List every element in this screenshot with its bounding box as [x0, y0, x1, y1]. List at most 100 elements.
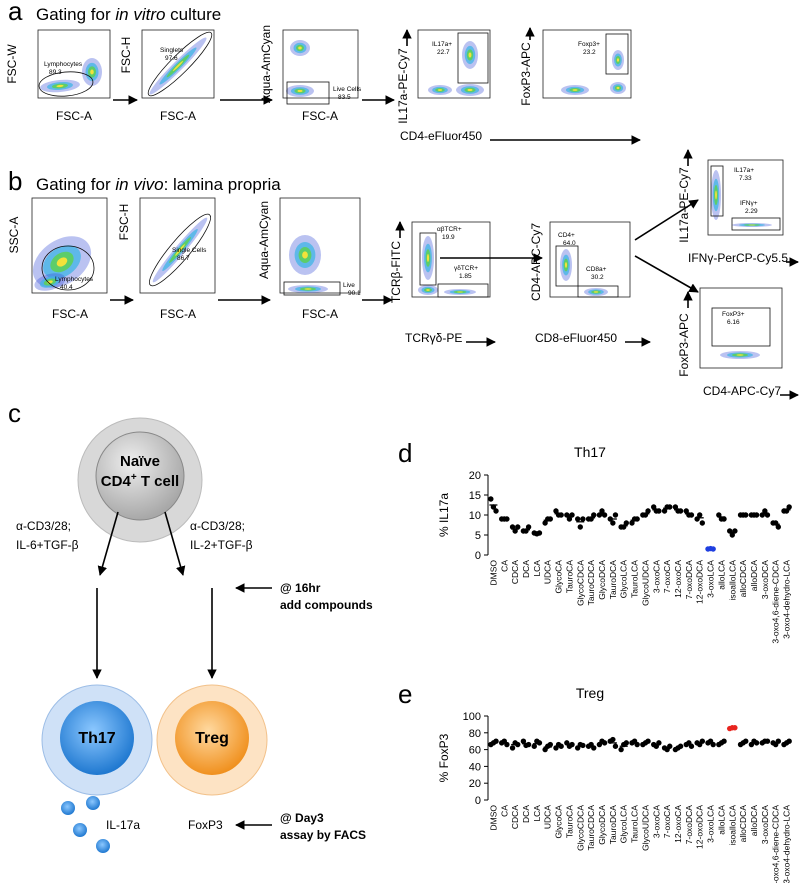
data-point: [493, 508, 499, 514]
x-tick-label: TauroCDCA: [586, 560, 596, 606]
x-tick-label: 7-oxoCA: [662, 560, 672, 593]
x-tick-label: GlycoDCA: [597, 805, 607, 845]
data-point: [566, 516, 573, 522]
data-point: [488, 496, 494, 502]
gate: [149, 213, 211, 287]
x-tick-label: TauroDCA: [608, 560, 618, 600]
naive-part: T cell: [137, 473, 180, 490]
title-part: : lamina propria: [164, 175, 282, 194]
x-axis-label: FSC-A: [302, 307, 338, 321]
y-axis-label: TCRβ-FITC: [389, 241, 403, 304]
flow-plot-frame: [31, 197, 108, 294]
flow-plot-frame: [37, 29, 111, 99]
x-tick-label: isoalloLCA: [727, 560, 737, 601]
x-axis-label: IFNγ-PerCP-Cy5.5: [688, 251, 788, 265]
cell-density: [467, 88, 473, 92]
x-tick-label: 3-oxo4,6-diene-CDCA: [771, 805, 781, 883]
x-axis-label: FSC-A: [52, 307, 88, 321]
step: @ 16hr: [280, 581, 321, 595]
gate: [710, 165, 724, 217]
naive-label: CD4+ T cell: [101, 472, 179, 490]
x-tick-label: GlycoCA: [554, 560, 564, 594]
cytokine: [86, 796, 100, 810]
treg-label: Treg: [195, 730, 229, 747]
x-tick-label: DCA: [521, 805, 531, 823]
y-axis-label: FoxP3-APC: [677, 313, 691, 377]
x-tick-label: DMSO: [488, 560, 498, 586]
y-axis-label: IL17a-PE-Cy7: [677, 167, 691, 243]
flow-plot-frame: [542, 29, 632, 99]
gate-value: 6.16: [727, 319, 740, 326]
cytokine-label: IL-17a: [106, 818, 140, 832]
y-tick-label: 100: [463, 711, 481, 723]
x-axis-label: TCRγδ-PE: [405, 331, 462, 345]
x-tick-label: TauroCA: [564, 805, 574, 838]
gate-value: 7.33: [739, 175, 752, 182]
x-tick-label: 12-oxoDCA: [695, 560, 705, 604]
cell-density: [616, 58, 620, 62]
x-tick-label: 3-oxo4-dehydro-LCA: [782, 805, 792, 883]
step: add compounds: [280, 598, 373, 612]
panel-title: Gating for in vivo: lamina propria: [36, 175, 281, 194]
panel-label: e: [398, 679, 412, 709]
y-tick-label: 80: [469, 728, 481, 740]
cell-density: [616, 86, 620, 90]
data-point: [520, 738, 527, 744]
data-point: [612, 512, 619, 518]
gate: [286, 81, 330, 105]
chart-title: Th17: [574, 444, 606, 460]
data-point: [634, 516, 640, 522]
y-axis-label: Aqua-AmCyan: [259, 25, 273, 103]
data-point: [775, 524, 782, 530]
x-tick-label: GlycoCDCA: [575, 560, 585, 606]
data-point: [762, 508, 768, 514]
naive-part: CD4: [101, 473, 132, 490]
data-point: [699, 520, 706, 526]
cell-density: [736, 354, 744, 356]
x-axis-label: CD8-eFluor450: [535, 331, 617, 345]
gating-arrow: [634, 199, 699, 241]
data-point: [721, 516, 727, 522]
schematic: c Naïve CD4+ T cell α-CD3/28; IL-6+TGF-β…: [8, 398, 373, 853]
cytokine: [73, 823, 87, 837]
data-point: [650, 504, 657, 510]
panel-label: b: [8, 166, 22, 196]
x-tick-label: TauroLCA: [630, 560, 640, 598]
y-tick-label: 10: [469, 510, 481, 522]
gate: [419, 232, 437, 286]
flow-plot-frame: [139, 197, 216, 294]
title-part: in vivo: [115, 175, 163, 194]
naive-label: Naïve: [120, 453, 160, 470]
gate-name: Singlets: [160, 47, 184, 54]
x-tick-label: LCA: [532, 805, 542, 822]
data-point: [786, 504, 792, 510]
gate: [605, 33, 629, 75]
data-point: [569, 512, 575, 518]
x-axis-label: FSC-A: [56, 109, 92, 123]
x-tick-label: alloDCA: [749, 560, 759, 592]
panel-label: d: [398, 438, 412, 468]
data-point: [580, 742, 586, 749]
cell-density: [593, 291, 599, 293]
gate: [555, 245, 579, 287]
data-point: [509, 745, 516, 751]
data-point: [629, 520, 635, 526]
cell-density: [56, 257, 68, 267]
x-tick-label: 12-oxoDCA: [695, 805, 705, 849]
data-point: [536, 740, 543, 746]
x-axis-label: FSC-A: [160, 109, 196, 123]
gate-name: Live Cells: [333, 86, 362, 93]
x-tick-label: 3-oxoCA: [651, 560, 661, 593]
x-tick-label: 3-oxo4,6-diene-CDCA: [771, 560, 781, 644]
y-axis-label: FSC-H: [119, 37, 133, 74]
y-axis-label: FSC-H: [117, 204, 131, 241]
data-point: [623, 740, 630, 746]
x-tick-label: CA: [499, 560, 509, 572]
gate: [731, 217, 781, 231]
th17-label: Th17: [78, 730, 115, 747]
gate-name: IL17a+: [734, 167, 754, 174]
y-axis-label: % IL17a: [437, 493, 451, 537]
gate-value: 86.7: [177, 255, 190, 262]
data-point: [672, 504, 679, 510]
y-tick-label: 0: [475, 795, 481, 807]
